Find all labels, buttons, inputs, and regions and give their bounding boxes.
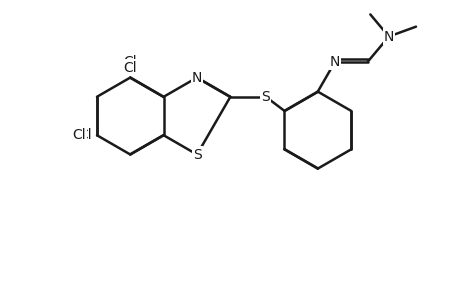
Text: Cl: Cl bbox=[123, 56, 137, 69]
Text: Cl: Cl bbox=[78, 128, 91, 142]
Text: Cl: Cl bbox=[72, 128, 85, 142]
Text: S: S bbox=[261, 90, 269, 104]
Text: S: S bbox=[192, 148, 201, 161]
Text: S: S bbox=[261, 90, 269, 104]
Text: N: N bbox=[383, 29, 393, 44]
Text: N: N bbox=[191, 70, 202, 85]
Text: N: N bbox=[329, 55, 340, 69]
Text: Cl: Cl bbox=[123, 61, 137, 75]
Text: N: N bbox=[191, 70, 202, 85]
Text: S: S bbox=[192, 148, 201, 161]
